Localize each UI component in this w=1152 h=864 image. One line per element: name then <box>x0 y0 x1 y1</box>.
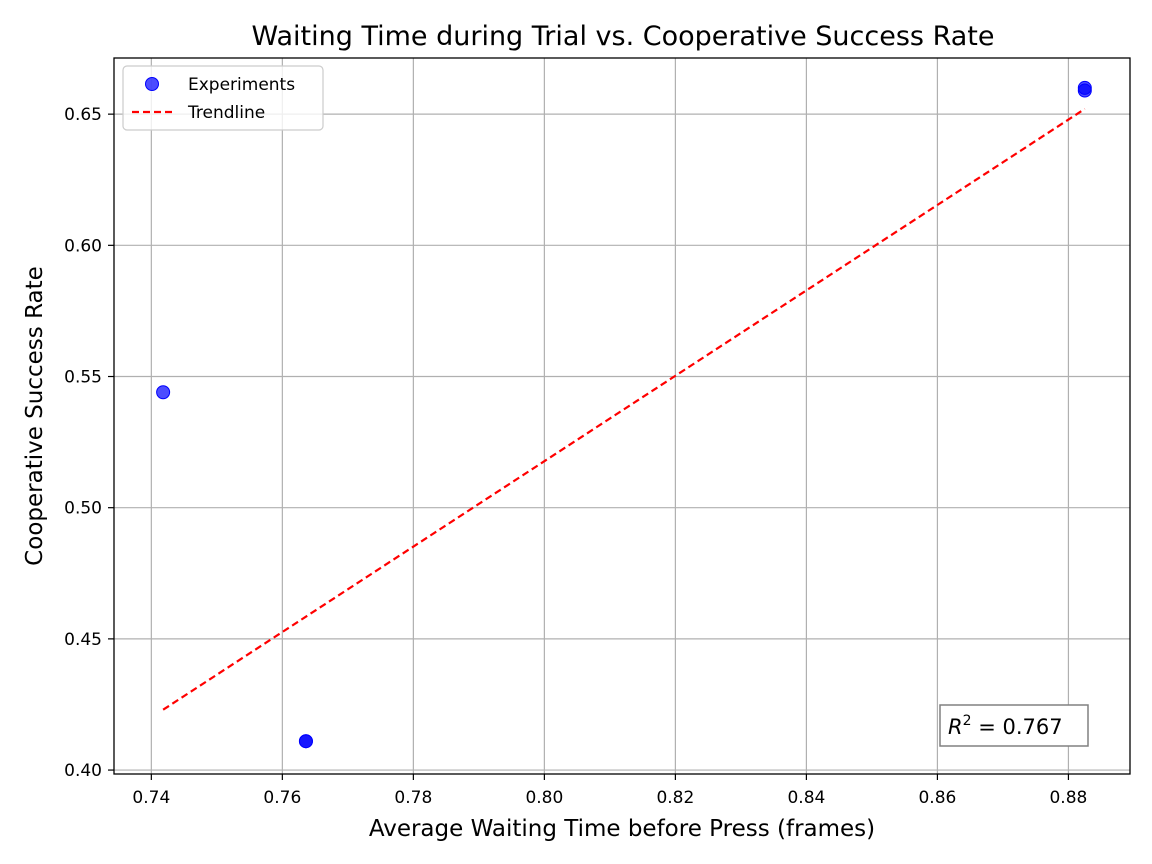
data-point <box>298 734 313 749</box>
plot-frame <box>113 57 1131 775</box>
x-tick-label: 0.74 <box>132 788 170 808</box>
x-tick-label: 0.76 <box>263 788 301 808</box>
x-tick-label: 0.78 <box>394 788 432 808</box>
r-squared-exponent: 2 <box>963 713 972 729</box>
r-squared-annotation: R2 = 0.767 <box>939 704 1089 747</box>
data-point <box>1077 80 1092 95</box>
legend-experiments-label: Experiments <box>188 75 295 95</box>
r-squared-box <box>939 704 1089 747</box>
y-tick-label: 0.45 <box>64 630 102 650</box>
data-point <box>156 385 171 400</box>
y-tick-label: 0.60 <box>64 236 102 256</box>
trendline <box>162 107 1086 711</box>
y-tick-label: 0.50 <box>64 499 102 519</box>
legend-experiments-marker <box>145 77 159 91</box>
chart-title: Waiting Time during Trial vs. Cooperativ… <box>252 21 995 52</box>
x-tick-label: 0.80 <box>525 788 563 808</box>
y-axis-ticks: 0.40 0.45 0.50 0.55 0.60 0.65 <box>64 105 114 781</box>
legend: Experiments Trendline <box>122 65 324 131</box>
r-squared-value: = 0.767 <box>972 715 1063 739</box>
y-tick-label: 0.40 <box>64 761 102 781</box>
legend-box <box>122 65 324 131</box>
grid-lines <box>114 58 1130 774</box>
legend-trendline-label: Trendline <box>187 103 265 123</box>
x-tick-label: 0.88 <box>1049 788 1087 808</box>
trendline-layer <box>162 107 1086 711</box>
scatter-points <box>156 80 1092 749</box>
x-axis-label: Average Waiting Time before Press (frame… <box>369 816 875 842</box>
y-tick-label: 0.65 <box>64 105 102 125</box>
r-squared-text: R2 = 0.767 <box>948 713 1063 739</box>
x-axis-ticks: 0.74 0.76 0.78 0.80 0.82 0.84 0.86 0.88 <box>132 774 1087 808</box>
x-tick-label: 0.86 <box>918 788 956 808</box>
y-axis-label: Cooperative Success Rate <box>22 266 48 566</box>
x-tick-label: 0.82 <box>656 788 694 808</box>
r-squared-symbol: R <box>948 715 963 739</box>
y-tick-label: 0.55 <box>64 368 102 388</box>
x-tick-label: 0.84 <box>787 788 825 808</box>
